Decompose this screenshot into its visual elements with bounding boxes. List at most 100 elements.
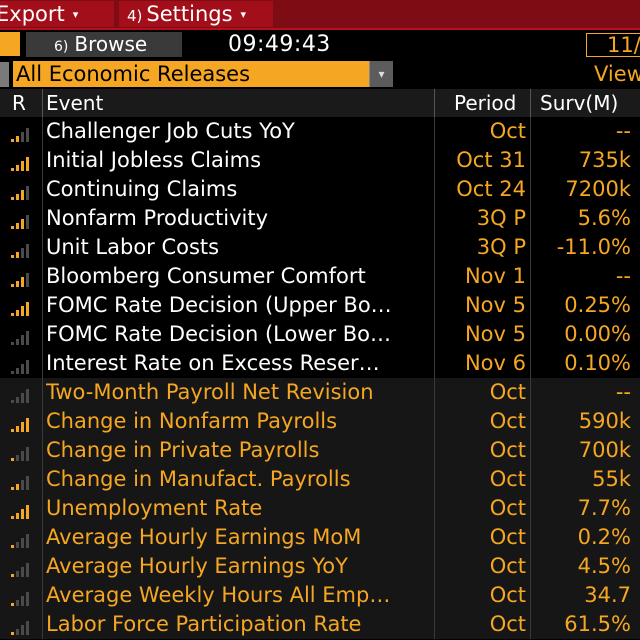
table-row[interactable]: Average Weekly Hours All Emp… Oct 34.7 xyxy=(0,581,640,610)
table-row[interactable]: Labor Force Participation Rate Oct 61.5% xyxy=(0,610,640,639)
relevance-bar xyxy=(26,476,29,490)
relevance-bar xyxy=(21,190,24,200)
view-menu[interactable]: View xyxy=(594,62,640,86)
event-name[interactable]: Continuing Claims xyxy=(46,177,238,201)
clock-time: 09:49:43 xyxy=(228,32,331,57)
survey-median: 0.25% xyxy=(564,293,631,317)
event-name[interactable]: Labor Force Participation Rate xyxy=(46,612,362,636)
relevance-bar xyxy=(21,451,24,461)
table-row[interactable]: Unemployment Rate Oct 7.7% xyxy=(0,494,640,523)
table-row[interactable]: Two-Month Payroll Net Revision Oct -- xyxy=(0,378,640,407)
relevance-bars-icon xyxy=(11,387,33,403)
event-name[interactable]: Average Hourly Earnings MoM xyxy=(46,525,362,549)
column-divider xyxy=(434,407,435,436)
column-divider xyxy=(434,378,435,407)
survey-median: 55k xyxy=(592,467,631,491)
event-name[interactable]: Interest Rate on Excess Reser… xyxy=(46,351,380,375)
relevance-bar xyxy=(21,567,24,577)
relevance-bar xyxy=(16,252,19,258)
table-row[interactable]: Change in Private Payrolls Oct 700k xyxy=(0,436,640,465)
column-divider xyxy=(434,204,435,233)
event-name[interactable]: Nonfarm Productivity xyxy=(46,206,269,230)
survey-median: 0.00% xyxy=(564,322,631,346)
column-header-event[interactable]: Event xyxy=(46,91,104,115)
table-row[interactable]: Challenger Job Cuts YoY Oct -- xyxy=(0,117,640,146)
relevance-bar xyxy=(11,197,14,200)
column-divider xyxy=(434,175,435,204)
column-divider xyxy=(42,175,43,204)
event-name[interactable]: Change in Private Payrolls xyxy=(46,438,320,462)
toolbar-amber-tab[interactable] xyxy=(0,32,20,56)
column-divider xyxy=(530,523,531,552)
relevance-bar xyxy=(26,273,29,287)
event-name[interactable]: Two-Month Payroll Net Revision xyxy=(46,380,374,404)
event-period: Oct xyxy=(489,119,526,143)
event-name[interactable]: FOMC Rate Decision (Upper Bo… xyxy=(46,293,392,317)
table-row[interactable]: Bloomberg Consumer Comfort Nov 1 -- xyxy=(0,262,640,291)
relevance-bar xyxy=(16,455,19,461)
column-divider xyxy=(530,291,531,320)
export-menu-button[interactable]: Export ▾ xyxy=(0,1,114,27)
column-header-relevance[interactable]: R xyxy=(12,91,26,115)
table-row[interactable]: Change in Nonfarm Payrolls Oct 590k xyxy=(0,407,640,436)
column-divider xyxy=(530,465,531,494)
event-name[interactable]: FOMC Rate Decision (Lower Bo… xyxy=(46,322,392,346)
event-name[interactable]: Unit Labor Costs xyxy=(46,235,220,259)
event-name[interactable]: Average Hourly Earnings YoY xyxy=(46,554,348,578)
column-divider xyxy=(42,320,43,349)
column-divider xyxy=(434,349,435,378)
column-divider xyxy=(530,552,531,581)
column-divider xyxy=(434,581,435,610)
event-name[interactable]: Change in Manufact. Payrolls xyxy=(46,467,351,491)
date-field[interactable]: 11/ xyxy=(586,33,640,57)
table-row[interactable]: Nonfarm Productivity 3Q P 5.6% xyxy=(0,204,640,233)
column-divider xyxy=(434,320,435,349)
relevance-bar xyxy=(11,516,14,519)
relevance-bar xyxy=(16,484,19,490)
column-divider xyxy=(42,465,43,494)
table-row[interactable]: Initial Jobless Claims Oct 31 735k xyxy=(0,146,640,175)
column-divider xyxy=(42,291,43,320)
relevance-bars-icon xyxy=(11,561,33,577)
settings-shortcut-number: 4) xyxy=(127,7,143,25)
relevance-bar xyxy=(21,480,24,490)
table-row[interactable]: FOMC Rate Decision (Upper Bo… Nov 5 0.25% xyxy=(0,291,640,320)
relevance-bars-icon xyxy=(11,242,33,258)
table-row[interactable]: FOMC Rate Decision (Lower Bo… Nov 5 0.00% xyxy=(0,320,640,349)
relevance-bar xyxy=(21,422,24,432)
relevance-bar xyxy=(26,331,29,345)
event-name[interactable]: Average Weekly Hours All Emp… xyxy=(46,583,391,607)
relevance-bars-icon xyxy=(11,126,33,142)
event-name[interactable]: Change in Nonfarm Payrolls xyxy=(46,409,338,433)
browse-button[interactable]: 6) Browse xyxy=(26,32,182,57)
relevance-bars-icon xyxy=(11,503,33,519)
table-row[interactable]: Change in Manufact. Payrolls Oct 55k xyxy=(0,465,640,494)
toolbar: 6) Browse 09:49:43 11/ xyxy=(0,30,640,59)
filter-row-handle[interactable] xyxy=(0,62,9,87)
column-divider xyxy=(530,407,531,436)
release-filter-select[interactable]: All Economic Releases xyxy=(13,61,369,87)
browse-shortcut-number: 6) xyxy=(54,39,69,55)
event-name[interactable]: Initial Jobless Claims xyxy=(46,148,262,172)
chevron-down-icon[interactable]: ▾ xyxy=(369,61,393,87)
column-divider xyxy=(530,233,531,262)
relevance-bar xyxy=(11,429,14,432)
table-row[interactable]: Average Hourly Earnings MoM Oct 0.2% xyxy=(0,523,640,552)
relevance-bars-icon xyxy=(11,416,33,432)
event-name[interactable]: Bloomberg Consumer Comfort xyxy=(46,264,366,288)
event-period: Nov 5 xyxy=(464,293,526,317)
event-name[interactable]: Unemployment Rate xyxy=(46,496,263,520)
relevance-bar xyxy=(21,306,24,316)
table-row[interactable]: Interest Rate on Excess Reser… Nov 6 0.10% xyxy=(0,349,640,378)
survey-median: 61.5% xyxy=(564,612,631,636)
table-row[interactable]: Continuing Claims Oct 24 7200k xyxy=(0,175,640,204)
column-header-survey[interactable]: Surv(M) xyxy=(540,91,619,115)
column-divider xyxy=(42,581,43,610)
column-header-period[interactable]: Period xyxy=(454,91,517,115)
event-name[interactable]: Challenger Job Cuts YoY xyxy=(46,119,295,143)
table-row[interactable]: Average Hourly Earnings YoY Oct 4.5% xyxy=(0,552,640,581)
survey-median: 34.7 xyxy=(584,583,631,607)
relevance-bar xyxy=(11,255,14,258)
table-row[interactable]: Unit Labor Costs 3Q P -11.0% xyxy=(0,233,640,262)
settings-menu-button[interactable]: 4) Settings ▾ xyxy=(119,1,273,27)
